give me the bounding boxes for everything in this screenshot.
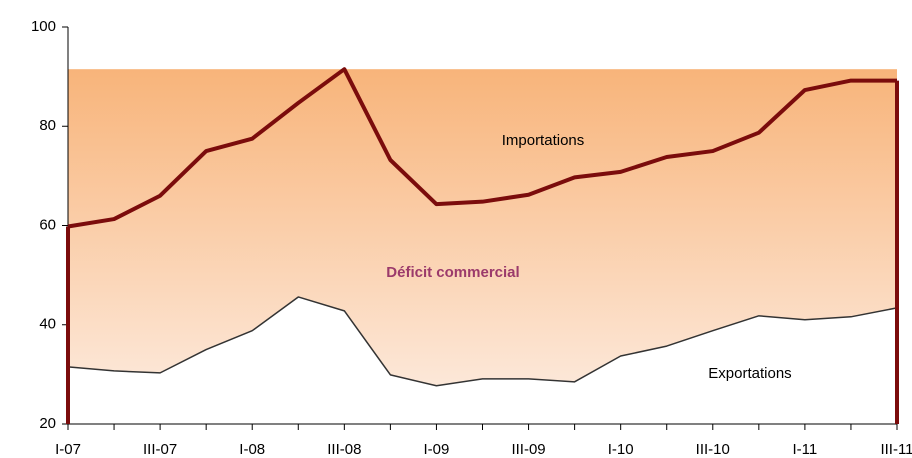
- y-tick-label: 80: [39, 117, 56, 134]
- x-tick-label: I-08: [239, 441, 265, 458]
- x-tick-label: I-10: [608, 441, 634, 458]
- series-label: Exportations: [708, 365, 791, 382]
- series-label: Importations: [502, 132, 585, 149]
- x-tick-label: I-07: [55, 441, 81, 458]
- x-tick-label: III-11: [880, 441, 912, 458]
- x-tick-label: I-11: [793, 441, 818, 458]
- series-line: [67, 67, 897, 229]
- y-tick-label: 40: [39, 316, 56, 333]
- y-tick-label: 60: [39, 216, 56, 233]
- x-tick-label: I-09: [424, 441, 450, 458]
- export-area: [68, 296, 897, 424]
- series-line: [67, 296, 898, 387]
- x-tick-label: III-09: [511, 441, 545, 458]
- y-tick-label: 100: [31, 18, 56, 35]
- y-tick-label: 20: [39, 415, 56, 432]
- annotation: Déficit commercial: [386, 264, 519, 281]
- x-tick-label: III-07: [143, 441, 177, 458]
- x-tick-label: III-10: [696, 441, 730, 458]
- x-tick-label: III-08: [327, 441, 361, 458]
